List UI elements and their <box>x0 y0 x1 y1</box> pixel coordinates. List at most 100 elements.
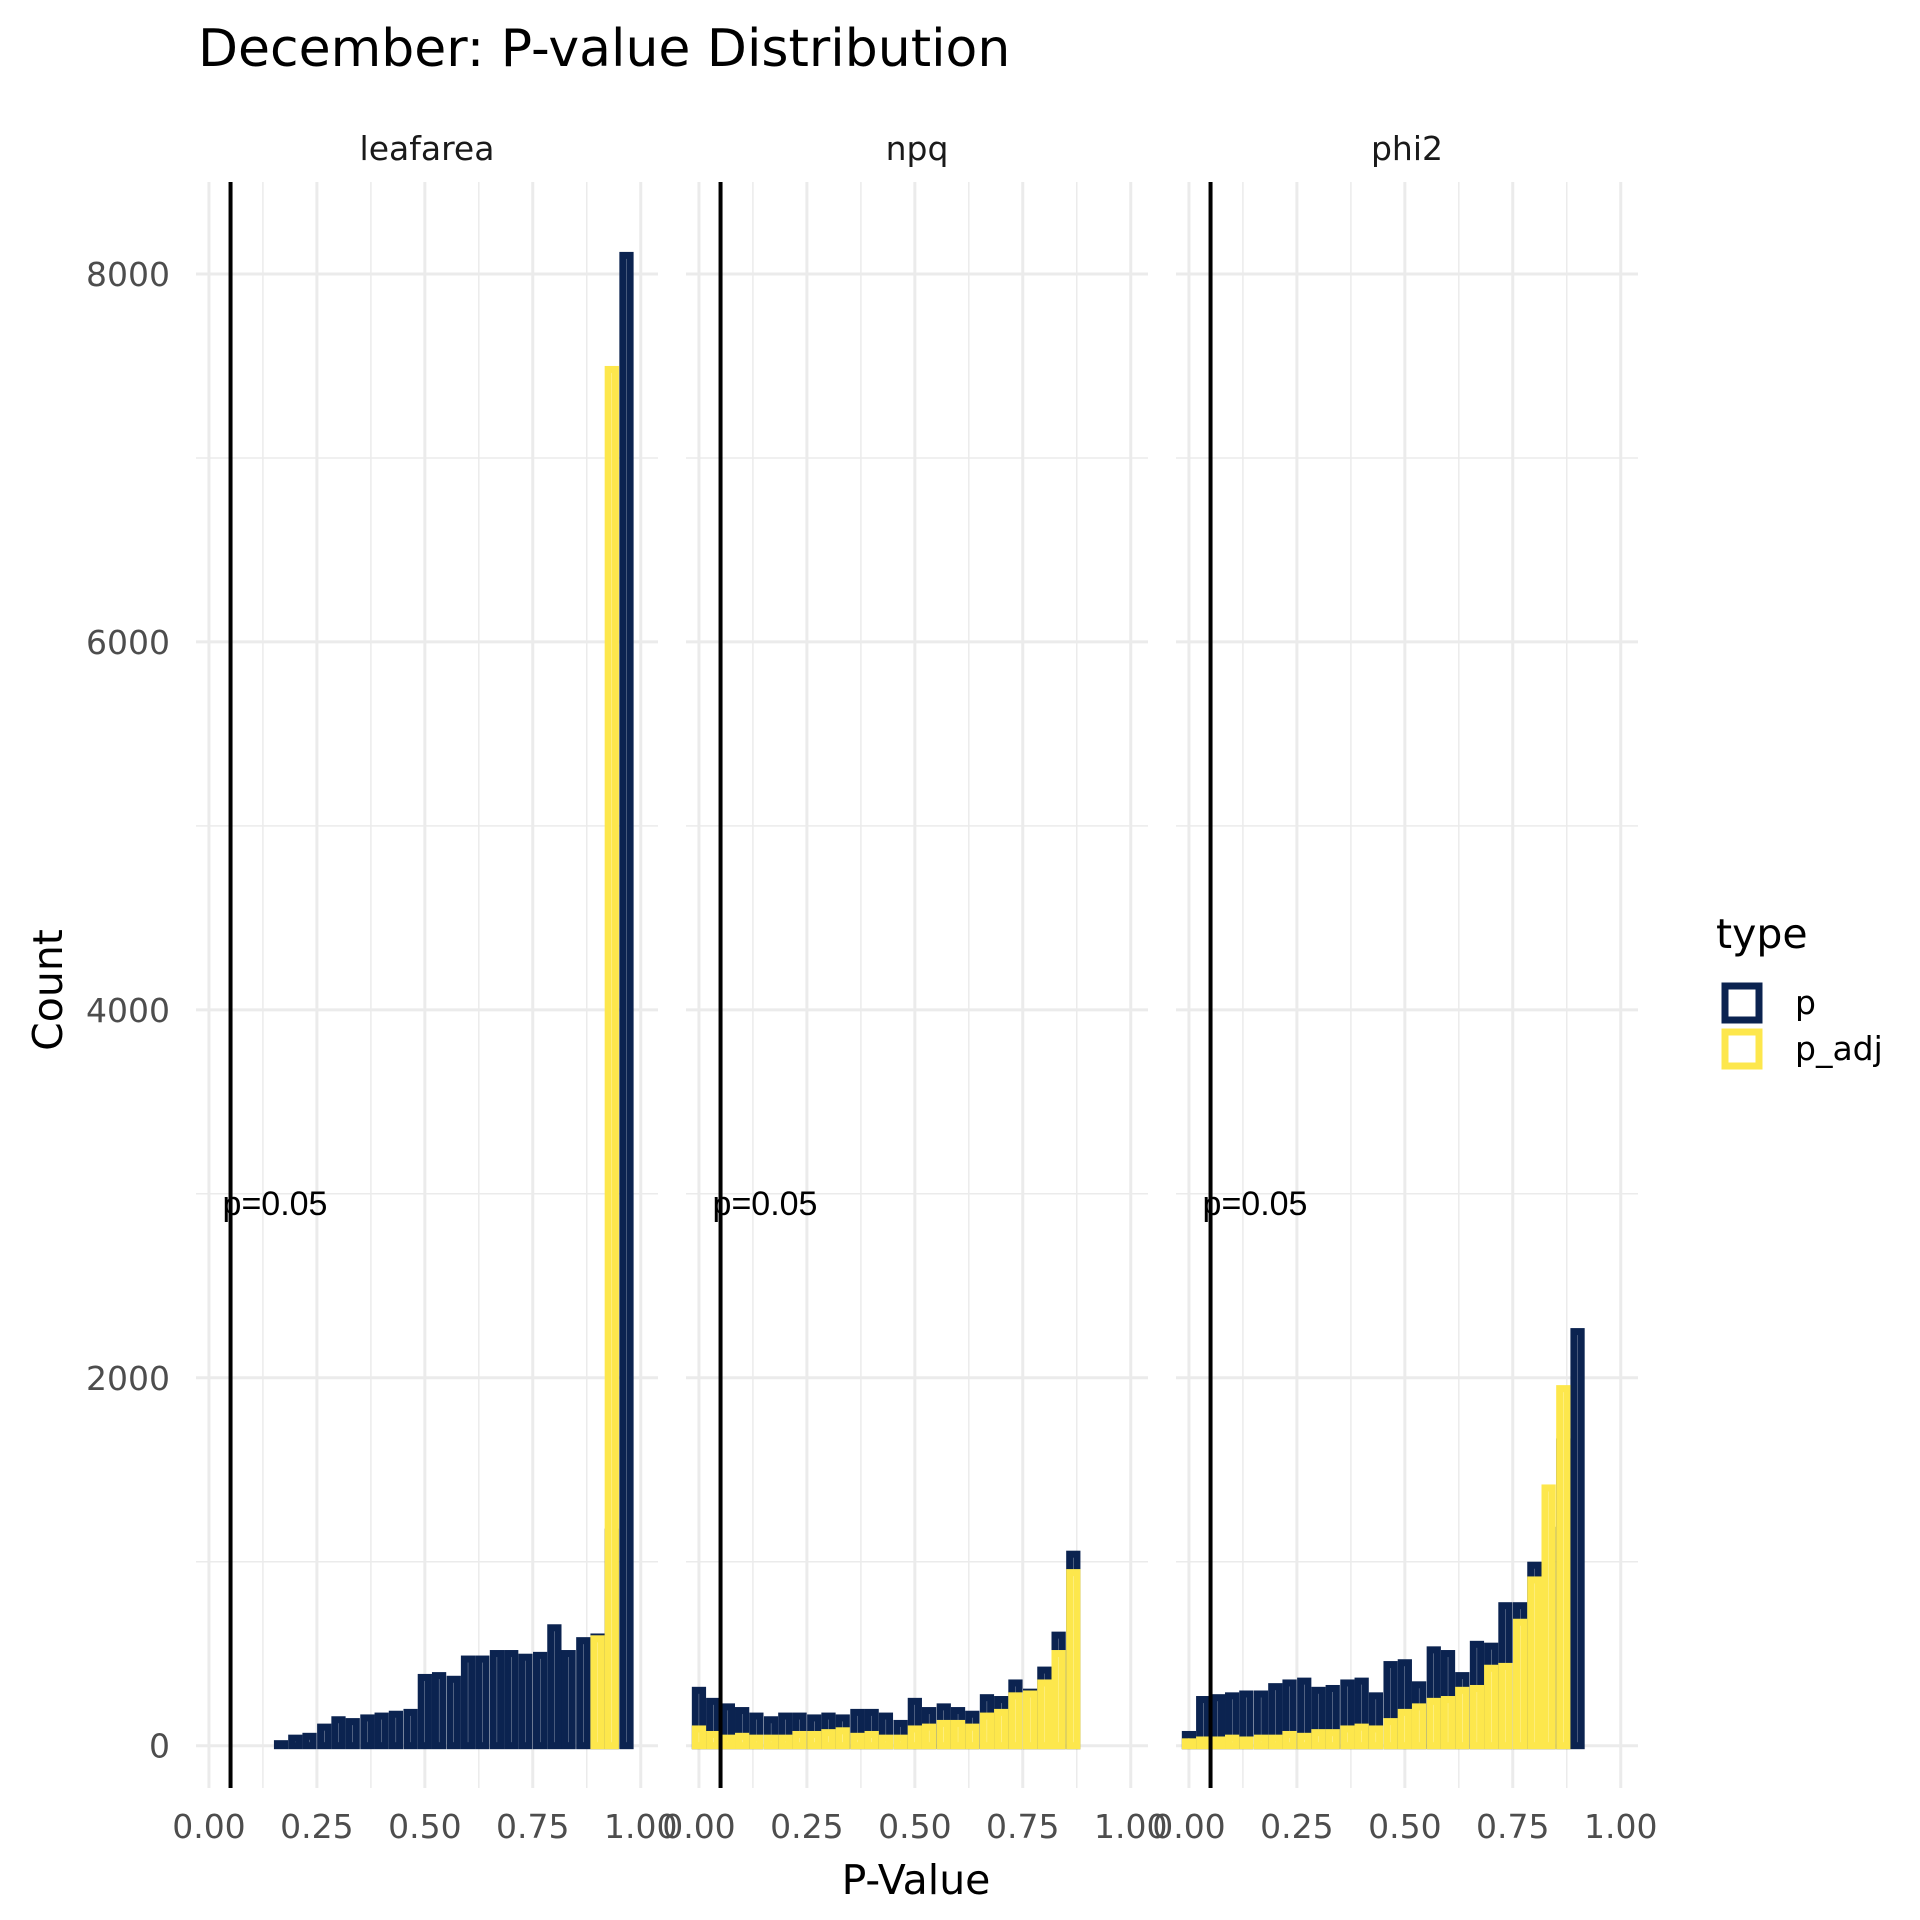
p-adj-bar <box>1023 1690 1038 1750</box>
x-tick-label: 0.50 <box>878 1807 951 1846</box>
p-adj-bar <box>1440 1696 1456 1750</box>
p-bar <box>561 1650 576 1750</box>
p-adj-bar <box>604 365 619 1750</box>
p-adj-bar <box>792 1730 807 1750</box>
p-adj-bar <box>720 1734 736 1750</box>
p-adj-bar <box>850 1732 865 1750</box>
p-adj-bar <box>1368 1725 1384 1750</box>
p-adj-bar <box>1008 1692 1023 1750</box>
p-adj-bar <box>706 1730 721 1750</box>
facet-panels: 0 2000 4000 6000 8000 leafarea p=0.05 0.00 0.25 0… <box>86 129 1657 1846</box>
x-tick-label: 0.00 <box>1152 1807 1225 1846</box>
p-adj-bar <box>1239 1736 1254 1750</box>
p-bar <box>345 1718 360 1750</box>
p-adj-bar <box>907 1725 922 1750</box>
p-adj-bar <box>1066 1569 1081 1750</box>
p-adj-bar <box>979 1712 995 1750</box>
p-adj-bar <box>1411 1703 1427 1750</box>
p-adj-bar <box>1354 1723 1369 1750</box>
p-adj-bar <box>950 1719 966 1750</box>
p-adj-bar <box>1282 1730 1297 1750</box>
p-bar <box>518 1653 533 1750</box>
p-bar <box>489 1650 505 1750</box>
p-adj-bar <box>735 1732 750 1750</box>
x-axis-title: P-Value <box>842 1856 991 1904</box>
x-tick-label: 0.25 <box>280 1807 353 1846</box>
p-bar <box>360 1714 375 1750</box>
x-tick-label: 0.50 <box>1368 1807 1441 1846</box>
p-adj-bar <box>936 1719 951 1750</box>
legend: type p p_adj <box>1716 910 1883 1070</box>
p-bar <box>317 1723 332 1750</box>
p-bar <box>504 1650 519 1750</box>
facet-panel-npq: npq p=0.05 0.00 0.25 0.50 0.75 1.00 <box>662 129 1167 1846</box>
p-adj-bar <box>807 1730 822 1750</box>
x-tick-label: 0.75 <box>1476 1807 1549 1846</box>
p-bar <box>288 1734 303 1750</box>
p-adj-bar <box>1527 1576 1542 1750</box>
p-adj-bar <box>1426 1697 1441 1750</box>
p-adj-bar <box>835 1727 850 1750</box>
p-adj-bar <box>778 1734 793 1750</box>
legend-title: type <box>1716 910 1808 958</box>
legend-swatch-p_adj <box>1721 1028 1763 1070</box>
p-adj-bar <box>1383 1718 1398 1750</box>
p-bar <box>1570 1328 1585 1750</box>
p-adj-bar <box>1225 1734 1240 1750</box>
x-tick-label: 1.00 <box>1094 1807 1167 1846</box>
p-adj-bar <box>1181 1738 1197 1750</box>
p-adj-bar <box>1268 1734 1283 1750</box>
p-adj-bar <box>921 1723 937 1750</box>
p-adj-bar <box>965 1723 980 1750</box>
p-bar <box>460 1655 476 1750</box>
x-tick-label: 0.25 <box>1260 1807 1333 1846</box>
p-adj-bar <box>1325 1729 1340 1750</box>
y-axis-title: Count <box>24 929 72 1051</box>
p-adj-bar <box>1311 1729 1326 1750</box>
x-tick-label: 0.00 <box>662 1807 735 1846</box>
p-bar <box>374 1712 389 1750</box>
x-tick-label: 0.75 <box>496 1807 569 1846</box>
p-bar <box>576 1637 591 1750</box>
p-adj-bar <box>1541 1484 1556 1750</box>
p-adj-bar <box>1469 1684 1485 1750</box>
p-adj-bar <box>1397 1708 1412 1750</box>
p-adj-bar <box>763 1734 779 1750</box>
p-adj-bar <box>691 1725 707 1750</box>
p-bar <box>619 251 634 1750</box>
p-bar <box>403 1708 418 1750</box>
p-adj-bar <box>878 1734 894 1750</box>
p-adj-bar <box>590 1635 605 1750</box>
facet-strip-label: leafarea <box>360 129 495 168</box>
p-adj-bar <box>893 1734 908 1750</box>
p-adj-bar <box>749 1734 764 1750</box>
threshold-label: p=0.05 <box>223 1185 328 1223</box>
p-bar <box>431 1672 447 1750</box>
y-tick-label: 4000 <box>86 991 170 1030</box>
y-tick-label: 0 <box>149 1727 170 1766</box>
chart-title: December: P-value Distribution <box>198 19 1010 79</box>
p-adj-bar <box>1253 1734 1269 1750</box>
facet-strip-label: phi2 <box>1371 129 1443 168</box>
legend-label-p_adj: p_adj <box>1795 1029 1883 1068</box>
p-adj-bar <box>1196 1736 1211 1750</box>
p-adj-bar <box>821 1729 836 1750</box>
p-adj-bar <box>1210 1736 1226 1750</box>
y-tick-label: 8000 <box>86 255 170 294</box>
p-adj-bar <box>1051 1650 1066 1750</box>
p-adj-bar <box>994 1708 1009 1750</box>
legend-label-p: p <box>1795 983 1816 1022</box>
p-bar <box>547 1624 562 1750</box>
p-bar <box>388 1710 404 1750</box>
x-tick-label: 0.75 <box>986 1807 1059 1846</box>
p-adj-bar <box>1484 1664 1499 1750</box>
p-adj-bar <box>1340 1725 1355 1750</box>
legend-swatch-p <box>1721 982 1763 1024</box>
p-adj-bar <box>864 1730 879 1750</box>
y-tick-label: 6000 <box>86 623 170 662</box>
x-tick-label: 1.00 <box>604 1807 677 1846</box>
p-adj-bar <box>1556 1385 1571 1750</box>
x-tick-label: 0.25 <box>770 1807 843 1846</box>
p-bar <box>273 1740 289 1750</box>
